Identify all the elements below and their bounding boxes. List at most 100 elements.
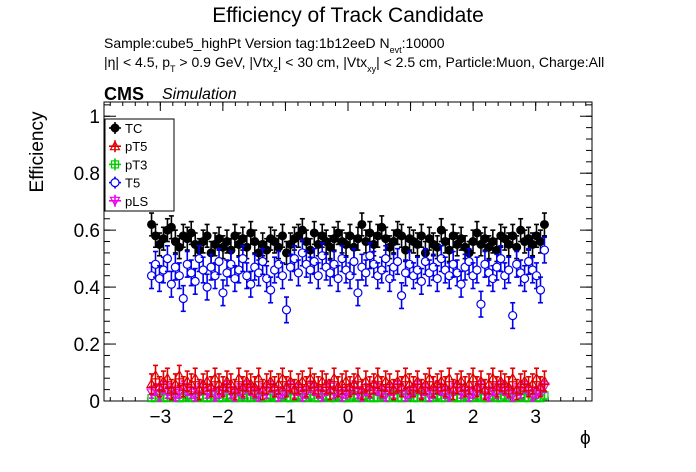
legend-marker-pT3 — [110, 160, 120, 169]
data-point — [455, 375, 467, 386]
legend-marker-pT5 — [109, 140, 121, 151]
data-point — [153, 381, 166, 391]
data-point — [499, 378, 511, 389]
legend-marker-pLS — [109, 196, 121, 207]
cms-label: CMS — [104, 84, 144, 104]
data-point — [146, 378, 158, 389]
data-point — [304, 372, 316, 383]
data-point — [396, 291, 407, 301]
data-point — [420, 256, 430, 267]
data-point — [226, 259, 236, 269]
data-point — [380, 375, 392, 386]
data-point — [504, 265, 514, 275]
legend-label-TC: TC — [125, 121, 142, 136]
data-point — [432, 242, 442, 252]
simulation-label: Simulation — [162, 86, 237, 103]
data-point — [416, 231, 426, 241]
data-point — [520, 273, 530, 284]
data-point — [205, 381, 217, 391]
data-point — [488, 273, 498, 284]
data-point — [289, 254, 300, 264]
data-point — [218, 288, 228, 298]
data-point — [193, 383, 205, 394]
data-point — [154, 273, 165, 284]
data-point — [531, 271, 542, 281]
data-point — [372, 372, 384, 383]
data-point — [360, 375, 372, 386]
data-point — [463, 378, 475, 389]
data-point — [269, 381, 281, 391]
series-TC — [147, 212, 549, 266]
chart-subtitle-line-1: Sample:cube5_highPt Version tag:1b12eeD … — [104, 35, 445, 55]
data-point — [242, 271, 252, 281]
data-point — [325, 268, 335, 278]
data-point — [456, 279, 466, 289]
data-point — [404, 259, 415, 269]
x-axis-label: ϕ — [580, 428, 591, 449]
data-point — [186, 268, 196, 278]
data-point — [419, 378, 431, 389]
data-point — [280, 381, 293, 391]
data-point — [173, 369, 185, 380]
data-point — [254, 268, 264, 278]
data-point — [181, 375, 193, 386]
data-point — [166, 222, 176, 232]
data-point — [300, 381, 312, 391]
data-point — [344, 381, 356, 391]
data-point — [535, 285, 546, 295]
data-point — [396, 381, 408, 391]
data-point — [523, 256, 534, 267]
data-point — [348, 378, 360, 389]
data-point — [333, 273, 343, 284]
y-tick-label: 0 — [89, 392, 100, 413]
data-point — [512, 259, 522, 269]
data-point — [512, 242, 522, 252]
data-point — [361, 268, 371, 278]
legend-marker-TC — [110, 123, 120, 133]
series-T5 — [146, 236, 550, 330]
data-point — [177, 381, 189, 391]
data-point — [356, 383, 368, 394]
data-point — [201, 375, 213, 386]
data-point — [377, 265, 387, 275]
data-point — [384, 378, 396, 389]
subtitle-2-subscript: xy — [367, 64, 377, 74]
data-point — [194, 254, 204, 264]
data-point — [245, 378, 257, 389]
data-point — [443, 372, 455, 383]
data-point — [415, 383, 427, 394]
data-point — [149, 369, 162, 380]
data-point — [508, 310, 518, 321]
subtitle-2-part: | < 30 cm, |Vtx — [277, 54, 368, 70]
data-point — [439, 381, 451, 391]
data-point — [317, 251, 327, 261]
data-point — [178, 293, 188, 304]
data-point — [146, 271, 157, 281]
data-point — [332, 381, 344, 391]
data-point — [217, 381, 229, 391]
data-point — [166, 279, 176, 289]
data-point — [352, 372, 364, 383]
data-point — [265, 375, 277, 386]
data-point — [365, 251, 375, 261]
data-point — [293, 268, 303, 278]
data-point — [385, 273, 395, 284]
data-point — [519, 375, 531, 386]
data-series — [146, 212, 550, 403]
subtitle-1-end: :10000 — [401, 35, 445, 51]
data-point — [225, 378, 237, 389]
subtitle-2-part: | < 2.5 cm, Particle:Muon, Charge:All — [376, 54, 605, 70]
data-point — [451, 378, 463, 389]
chart-title: Efficiency of Track Candidate — [212, 4, 484, 27]
data-point — [288, 383, 300, 394]
data-point — [511, 383, 523, 394]
data-point — [369, 259, 379, 269]
data-point — [277, 271, 288, 281]
data-point — [349, 256, 359, 267]
data-point — [436, 254, 446, 264]
x-tick-label: 2 — [468, 407, 479, 428]
data-point — [336, 378, 348, 389]
y-tick-label: 0.6 — [74, 221, 100, 242]
data-point — [411, 375, 423, 386]
